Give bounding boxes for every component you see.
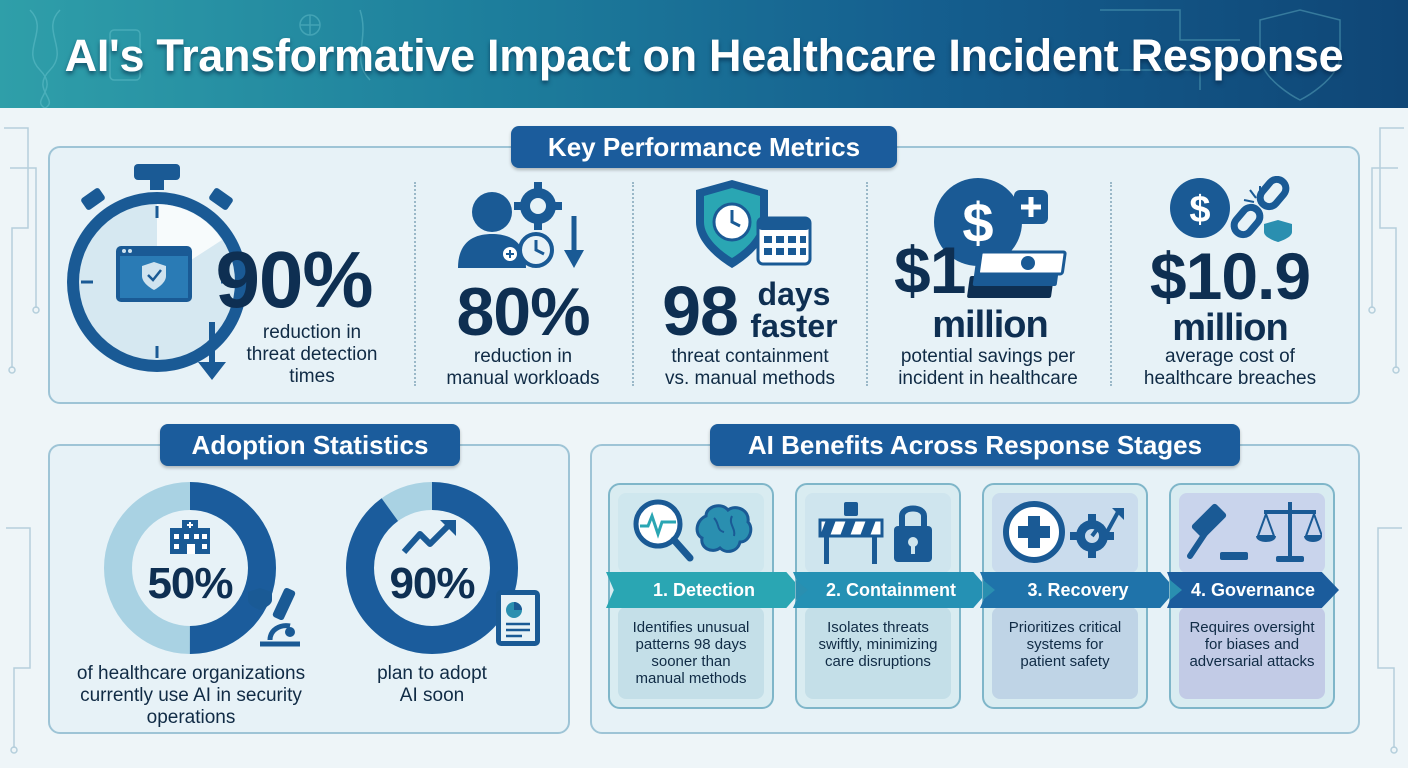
adoption-current-desc: of healthcare organizations currently us… [76,663,306,728]
metric-savings-value: $1 million [894,233,1049,346]
kpi-divider [632,182,634,386]
stage-label-detection: 1. Detection [606,572,802,608]
header-banner: AI's Transformative Impact on Healthcare… [0,0,1408,108]
money-broken-chain-icon: $ [1170,176,1292,242]
stage-arrow-icon [983,580,995,600]
magnifier-brain-icon [633,499,753,562]
metric-containment-value: 98 [662,272,739,350]
right-circuit-decoration [1368,127,1404,754]
worker-gear-icon [458,182,584,268]
trend-up-icon [401,520,456,554]
adoption-planned-donut [346,482,518,654]
adoption-current-arc [104,482,276,654]
adoption-current-donut [104,482,276,654]
metric-workload-desc: reduction in manual workloads [446,346,600,389]
metric-containment-desc: threat containment vs. manual methods [664,346,836,389]
page-title: AI's Transformative Impact on Healthcare… [64,30,1344,81]
metric-containment-unit: days faster [750,276,838,344]
metric-breach-cost-value: $10.9 million [1149,239,1311,349]
adoption-planned-arc [346,482,518,654]
stage-desc: Requires oversight for biases and adversa… [1179,607,1325,699]
barrier-lock-icon [818,502,932,564]
metric-workload-value: 80% [456,274,590,350]
stages-section-title: AI Benefits Across Response Stages [710,424,1240,466]
stage-label-recovery: 3. Recovery [980,572,1176,608]
stage-desc: Identifies unusual patterns 98 days soone… [618,607,764,699]
hospital-icon [170,520,210,554]
stage-arrow-icon [796,580,808,600]
stopwatch-icon [67,164,247,380]
stage-label-governance: 4. Governance [1167,572,1339,608]
kpi-section-title: Key Performance Metrics [511,126,897,168]
gavel-scales-icon [1187,502,1322,562]
adoption-planned-desc: plan to adopt AI soon [377,663,487,706]
tablet-report-icon [496,590,540,646]
adoption-section-title: Adoption Statistics [160,424,460,466]
stage-label-containment: 2. Containment [793,572,989,608]
svg-text:$: $ [1189,189,1210,231]
shield-clock-icon [696,180,812,268]
adoption-planned-value: 90% [389,559,475,608]
kpi-divider [414,182,416,386]
kpi-divider [1110,182,1112,386]
money-plus-icon: $ [934,178,1067,298]
stage-arrow-icon [1170,580,1182,600]
metric-detection-value: 90% [215,235,373,324]
stage-desc: Prioritizes critical systems for patient … [992,607,1138,699]
adoption-current-value: 50% [147,559,233,608]
header-decoration [29,9,1341,108]
microscope-icon [248,587,300,647]
metric-savings-desc: potential savings per incident in health… [898,346,1078,389]
metric-breach-cost-desc: average cost of healthcare breaches [1143,346,1317,389]
metric-detection-desc: reduction in threat detection times [246,322,378,387]
stage-desc: Isolates threats swiftly, minimizing care… [805,607,951,699]
kpi-divider [866,182,868,386]
medical-gear-icon [1003,501,1124,563]
left-circuit-decoration [4,127,40,754]
svg-text:$: $ [962,191,993,254]
